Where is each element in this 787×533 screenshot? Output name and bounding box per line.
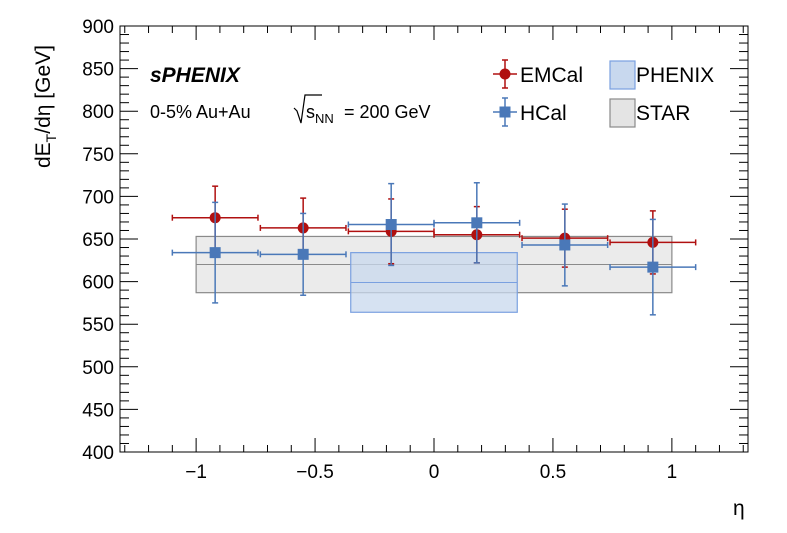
x-tick-label: 1 <box>667 462 678 483</box>
y-tick-label: 700 <box>82 187 114 208</box>
y-axis-title-sub: T <box>43 133 59 142</box>
legend-item-hcal: HCal <box>493 97 567 127</box>
y-tick-label: 900 <box>82 17 114 38</box>
legend-hcal-label: HCal <box>520 102 567 125</box>
legend-item-phenix: PHENIX <box>609 60 714 90</box>
x-tick-label: −0.5 <box>296 462 334 483</box>
hcal-point-5 <box>521 203 609 287</box>
x-axis-title: η <box>733 497 745 520</box>
legend-star-label: STAR <box>636 102 690 125</box>
y-axis-title: dET/dη [GeV] <box>32 45 59 168</box>
energy-value: = 200 GeV <box>344 102 431 122</box>
energy-label: s NN = 200 GeV <box>293 94 431 126</box>
axes-layer: −1 −0.5 0 0.5 1 400 450 500 550 600 650 700 750 800 85… <box>82 17 748 483</box>
hcal-marker-4 <box>471 217 483 229</box>
hcal-marker-2 <box>297 248 309 260</box>
hcal-point-4 <box>433 182 521 264</box>
y-axis-title-rest: /dη [GeV] <box>32 45 55 134</box>
legend-star-swatch <box>609 98 636 128</box>
y-tick-label: 850 <box>82 60 114 81</box>
y-tick-label: 550 <box>82 315 114 336</box>
x-tick-label: −1 <box>185 462 207 483</box>
y-axis-title-main: dE <box>32 142 55 168</box>
hcal-marker-5 <box>559 239 571 251</box>
legend-item-star: STAR <box>609 98 690 128</box>
hcal-point-1 <box>171 201 259 304</box>
energy-s: s <box>306 102 315 122</box>
y-tick-label: 400 <box>82 443 114 464</box>
hcal-marker-6 <box>647 261 659 273</box>
legend: EMCal HCal PHENIX STAR <box>493 59 714 128</box>
hcal-point-2 <box>259 212 347 296</box>
legend-emcal-label: EMCal <box>520 64 583 87</box>
points-layer <box>171 182 697 316</box>
system-label: 0-5% Au+Au <box>150 102 251 122</box>
energy-subscript: NN <box>315 111 334 126</box>
y-tick-label: 600 <box>82 273 114 294</box>
bands-layer <box>195 235 673 313</box>
series-hcal <box>171 182 697 316</box>
y-tick-label: 800 <box>82 102 114 123</box>
y-tick-label: 650 <box>82 230 114 251</box>
legend-hcal-marker <box>499 106 511 118</box>
hcal-marker-3 <box>385 219 397 231</box>
x-tick-label: 0.5 <box>540 462 566 483</box>
hcal-point-6 <box>609 218 697 316</box>
legend-item-emcal: EMCal <box>493 59 583 89</box>
experiment-label: sPHENIX <box>150 64 242 87</box>
legend-phenix-swatch <box>609 60 636 90</box>
legend-emcal-marker <box>499 68 511 80</box>
sqrt-symbol <box>293 94 322 124</box>
svg-text:dET/dη [GeV]: dET/dη [GeV] <box>32 45 59 168</box>
hcal-marker-1 <box>209 247 221 259</box>
y-tick-label: 450 <box>82 400 114 421</box>
y-tick-label: 750 <box>82 145 114 166</box>
x-tick-label: 0 <box>429 462 440 483</box>
y-tick-label: 500 <box>82 358 114 379</box>
legend-phenix-label: PHENIX <box>636 64 714 87</box>
